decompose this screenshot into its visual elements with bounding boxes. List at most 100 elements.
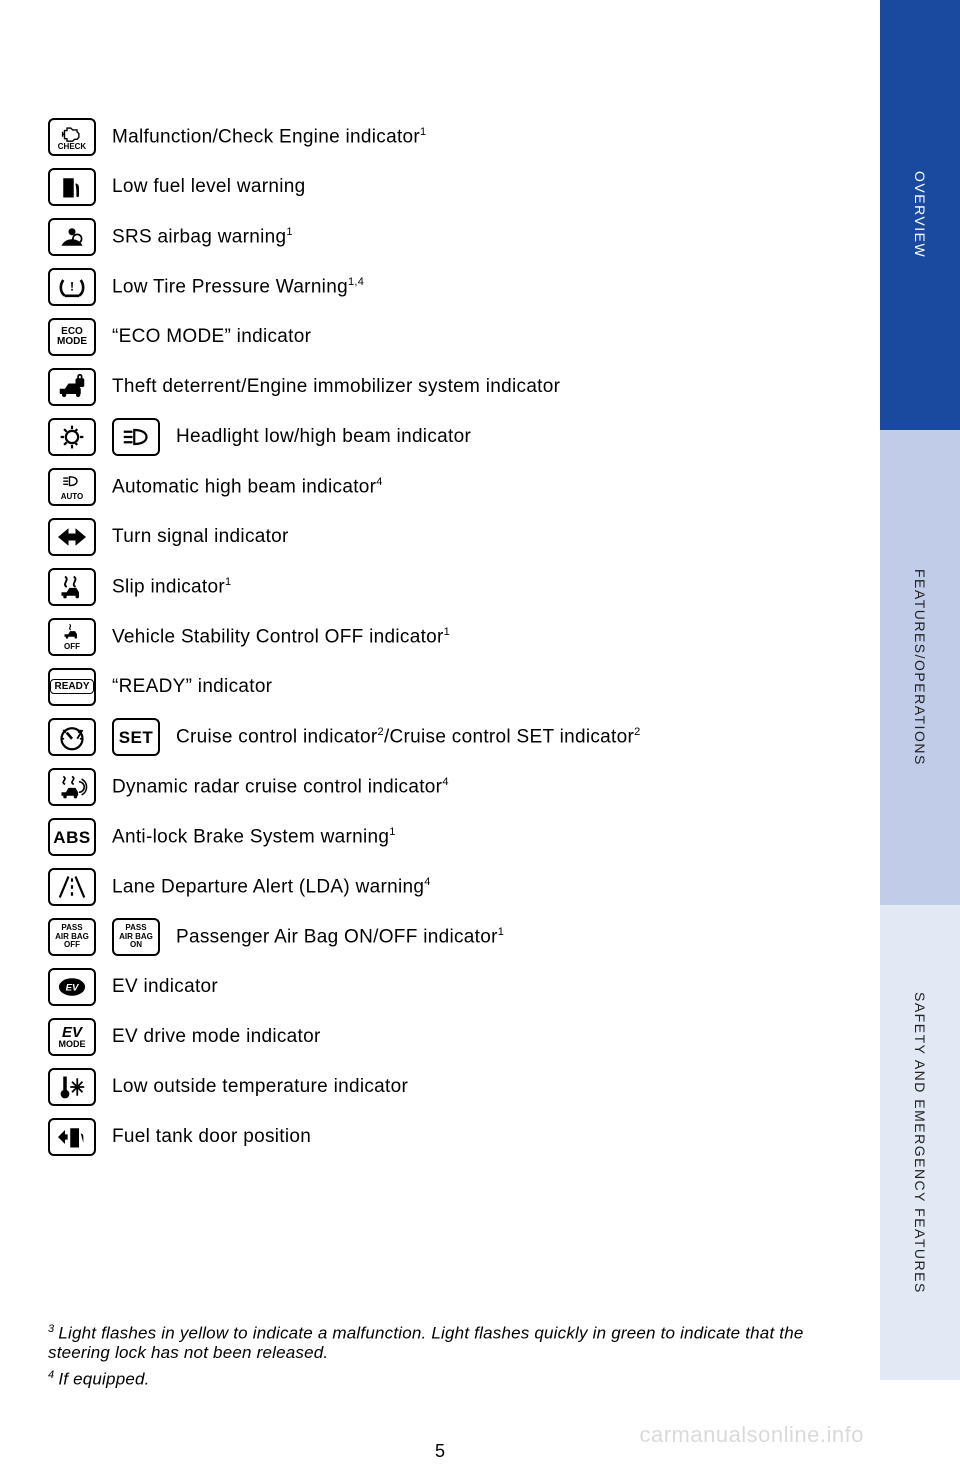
tab-label: OVERVIEW <box>912 171 928 258</box>
indicator-row: READY “READY” indicator <box>48 668 868 706</box>
fuel-pump-icon <box>54 173 90 201</box>
indicator-label: Slip indicator1 <box>112 576 231 598</box>
indicator-label: Low outside temperature indicator <box>112 1076 408 1098</box>
indicator-label: Passenger Air Bag ON/OFF indicator1 <box>176 926 504 948</box>
indicator-row: Headlight low/high beam indicator <box>48 418 868 456</box>
icon-text: ECOMODE <box>57 327 87 347</box>
airbag-icon <box>48 218 96 256</box>
indicator-row: SET Cruise control indicator2/Cruise cont… <box>48 718 868 756</box>
indicator-row: Turn signal indicator <box>48 518 868 556</box>
tab-overview: OVERVIEW <box>880 0 960 430</box>
fuel-pump-icon <box>48 168 96 206</box>
indicator-label: SRS airbag warning1 <box>112 226 293 248</box>
indicator-label: Anti-lock Brake System warning1 <box>112 826 396 848</box>
tab-label: SAFETY AND EMERGENCY FEATURES <box>912 992 928 1294</box>
airbag-icon <box>54 223 90 251</box>
icon-text-box: ECOMODE <box>48 318 96 356</box>
slip-icon <box>54 573 90 601</box>
indicator-label: EV drive mode indicator <box>112 1026 321 1048</box>
tab-safety: SAFETY AND EMERGENCY FEATURES <box>880 905 960 1380</box>
indicator-row: Fuel tank door position <box>48 1118 868 1156</box>
vsc-off-icon <box>54 623 90 643</box>
radar-cruise-icon <box>54 773 90 801</box>
check-engine-icon: CHECK <box>48 118 96 156</box>
indicator-row: SRS airbag warning1 <box>48 218 868 256</box>
page: CHECK Malfunction/Check Engine indicator1… <box>0 0 960 1484</box>
indicator-row: EVMODE EV drive mode indicator <box>48 1018 868 1056</box>
indicator-label: Cruise control indicator2/Cruise control… <box>176 726 641 748</box>
theft-deterrent-icon <box>48 368 96 406</box>
footnotes: 3Light flashes in yellow to indicate a m… <box>48 1323 868 1396</box>
indicator-label: Headlight low/high beam indicator <box>176 426 471 448</box>
lane-departure-icon <box>54 873 90 901</box>
icon-text-box: PASSAIR BAGOFF <box>48 918 96 956</box>
turn-signal-icon <box>54 523 90 551</box>
check-engine-icon <box>54 123 90 143</box>
indicator-row: ABS Anti-lock Brake System warning1 <box>48 818 868 856</box>
indicator-label: Malfunction/Check Engine indicator1 <box>112 126 426 148</box>
indicator-row: AUTO Automatic high beam indicator4 <box>48 468 868 506</box>
indicator-row: Lane Departure Alert (LDA) warning4 <box>48 868 868 906</box>
indicator-label: Low fuel level warning <box>112 176 306 198</box>
icon-text-box: SET <box>112 718 160 756</box>
headlight-on-icon <box>48 418 96 456</box>
ev-badge-icon <box>48 968 96 1006</box>
tab-features: FEATURES/OPERATIONS <box>880 430 960 905</box>
tire-pressure-icon <box>48 268 96 306</box>
indicator-list: CHECK Malfunction/Check Engine indicator1… <box>48 118 868 1168</box>
headlight-on-icon <box>54 423 90 451</box>
icon-text-box: PASSAIR BAGON <box>112 918 160 956</box>
icon-text-box: ABS <box>48 818 96 856</box>
tab-label: FEATURES/OPERATIONS <box>912 569 928 766</box>
fuel-door-icon <box>54 1123 90 1151</box>
footnote: 3Light flashes in yellow to indicate a m… <box>48 1323 868 1364</box>
snowflake-thermo-icon <box>48 1068 96 1106</box>
radar-cruise-icon <box>48 768 96 806</box>
icon-text-box: EVMODE <box>48 1018 96 1056</box>
auto-high-beam-icon: AUTO <box>48 468 96 506</box>
indicator-label: Theft deterrent/Engine immobilizer syste… <box>112 376 560 398</box>
cruise-gauge-icon <box>54 723 90 751</box>
vsc-off-icon: OFF <box>48 618 96 656</box>
icon-text: READY <box>50 682 93 692</box>
icon-text: EVMODE <box>59 1025 86 1049</box>
icon-text-box: READY <box>48 668 96 706</box>
indicator-row: Low Tire Pressure Warning1,4 <box>48 268 868 306</box>
auto-high-beam-icon <box>54 473 90 493</box>
indicator-label: “READY” indicator <box>112 676 272 698</box>
turn-signal-icon <box>48 518 96 556</box>
ev-badge-icon <box>54 973 90 1001</box>
indicator-row: Theft deterrent/Engine immobilizer syste… <box>48 368 868 406</box>
slip-icon <box>48 568 96 606</box>
high-beam-icon <box>112 418 160 456</box>
indicator-row: ECOMODE “ECO MODE” indicator <box>48 318 868 356</box>
indicator-row: Dynamic radar cruise control indicator4 <box>48 768 868 806</box>
fuel-door-icon <box>48 1118 96 1156</box>
high-beam-icon <box>118 423 154 451</box>
icon-text: ABS <box>53 829 90 846</box>
indicator-label: Automatic high beam indicator4 <box>112 476 383 498</box>
icon-text: SET <box>119 729 154 746</box>
footnote: 4If equipped. <box>48 1369 868 1390</box>
indicator-label: Turn signal indicator <box>112 526 289 548</box>
indicator-row: Low fuel level warning <box>48 168 868 206</box>
icon-text: PASSAIR BAGON <box>119 924 153 949</box>
indicator-label: Vehicle Stability Control OFF indicator1 <box>112 626 450 648</box>
cruise-gauge-icon <box>48 718 96 756</box>
snowflake-thermo-icon <box>54 1073 90 1101</box>
indicator-label: Lane Departure Alert (LDA) warning4 <box>112 876 431 898</box>
indicator-label: Fuel tank door position <box>112 1126 311 1148</box>
indicator-label: EV indicator <box>112 976 218 998</box>
indicator-row: EV indicator <box>48 968 868 1006</box>
side-tabs: OVERVIEW FEATURES/OPERATIONS SAFETY AND … <box>880 0 960 1484</box>
indicator-label: Dynamic radar cruise control indicator4 <box>112 776 449 798</box>
indicator-label: Low Tire Pressure Warning1,4 <box>112 276 364 298</box>
watermark: carmanualsonline.info <box>639 1422 864 1448</box>
icon-subtext: AUTO <box>61 493 84 501</box>
icon-subtext: CHECK <box>58 143 86 151</box>
theft-deterrent-icon <box>54 373 90 401</box>
indicator-label: “ECO MODE” indicator <box>112 326 311 348</box>
tire-pressure-icon <box>54 273 90 301</box>
indicator-row: Slip indicator1 <box>48 568 868 606</box>
icon-text: PASSAIR BAGOFF <box>55 924 89 949</box>
